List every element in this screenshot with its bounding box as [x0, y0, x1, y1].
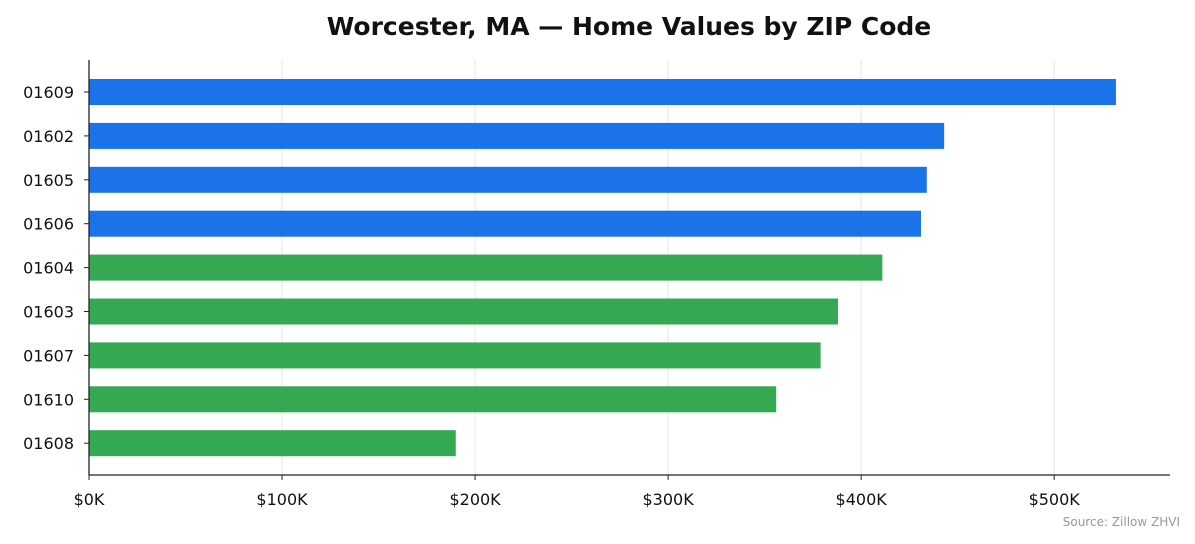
- bar-01607: [89, 342, 821, 369]
- bar-01606: [89, 210, 921, 237]
- bar-01602: [89, 122, 945, 149]
- bar-01608: [89, 430, 456, 457]
- chart-title: Worcester, MA — Home Values by ZIP Code: [327, 12, 932, 41]
- y-tick-label: 01606: [23, 215, 74, 234]
- source-note: Source: Zillow ZHVI: [1063, 515, 1180, 529]
- axes: [84, 60, 1170, 480]
- x-tick-label: $200K: [449, 490, 501, 509]
- x-tick-label: $300K: [642, 490, 694, 509]
- bar-01604: [89, 254, 883, 281]
- x-tick-label: $100K: [256, 490, 308, 509]
- bar-01610: [89, 386, 777, 413]
- x-tick-label: $0K: [74, 490, 105, 509]
- y-tick-label: 01603: [23, 303, 74, 322]
- y-tick-labels: 01609 01602 01605 01606 01604 01603 01607 01610…: [23, 83, 74, 453]
- x-tick-labels: $0K $100K $200K $300K $400K $500K: [74, 490, 1081, 509]
- y-tick-label: 01605: [23, 171, 74, 190]
- x-tick-label: $500K: [1029, 490, 1081, 509]
- y-tick-label: 01610: [23, 390, 74, 409]
- bar-01605: [89, 166, 927, 193]
- y-tick-label: 01607: [23, 346, 74, 365]
- bar-01609: [89, 79, 1116, 105]
- bar-01603: [89, 298, 838, 325]
- y-tick-label: 01608: [23, 434, 74, 453]
- bars: [89, 79, 1116, 457]
- x-tick-label: $400K: [836, 490, 888, 509]
- y-tick-label: 01604: [23, 259, 74, 278]
- y-tick-label: 01602: [23, 127, 74, 146]
- y-tick-label: 01609: [23, 83, 74, 102]
